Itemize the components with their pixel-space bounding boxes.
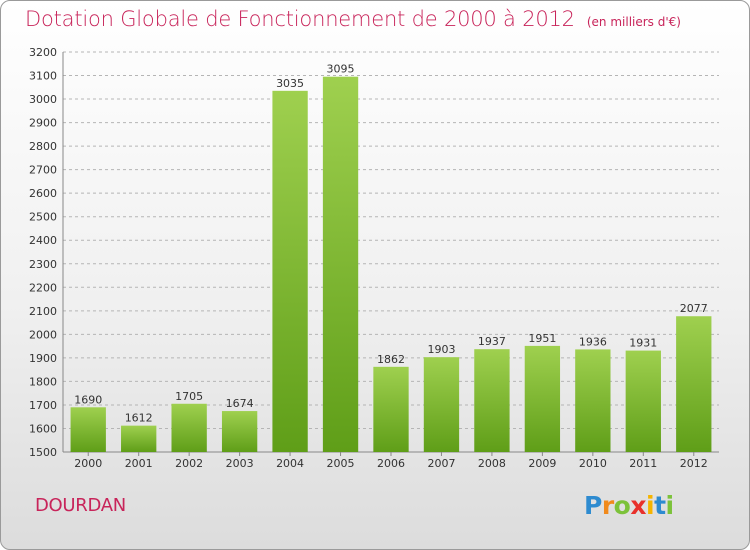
y-tick-label: 2300 [29,258,57,271]
bar-2003 [221,411,258,452]
bar-2005 [322,76,359,453]
y-tick-label: 2200 [29,281,57,294]
logo-letter: P [584,491,602,520]
y-tick-label: 1800 [29,375,57,388]
x-tick-label: 2008 [478,457,506,470]
y-tick-label: 1500 [29,446,57,459]
value-label: 1931 [629,337,657,350]
label-layer: 1500 1600 1700 1800 1900 2000 2100 2200 2300 2400… [29,46,708,470]
logo-letter: o [613,491,631,520]
bar-2010 [575,349,611,452]
bar-2007 [423,357,460,452]
y-tick-label: 3100 [29,70,57,83]
value-label: 1862 [377,353,405,366]
value-label: 1674 [226,397,254,410]
x-tick-label: 2004 [276,457,304,470]
bar-2001 [121,425,157,452]
unit-text: (en milliers d'€) [586,15,681,29]
y-tick-label: 2800 [29,140,57,153]
x-tick-label: 2011 [629,457,657,470]
value-label: 1936 [579,335,607,348]
x-tick-label: 2010 [579,457,607,470]
value-label: 1690 [74,393,102,406]
x-tick-label: 2003 [226,457,254,470]
bar-2004 [272,90,308,452]
value-label: 1612 [125,412,153,425]
x-tick-label: 2006 [377,457,405,470]
y-tick-label: 2900 [29,117,57,130]
y-tick-label: 3000 [29,93,57,106]
logo-letter: r [601,491,614,520]
x-tick-label: 2009 [528,457,556,470]
bar-2011 [625,350,661,452]
bar-2012 [676,316,712,452]
bar-2008 [474,349,510,452]
value-label: 3095 [327,63,355,76]
logo-letter: i [665,491,675,520]
title-text: Dotation Globale de Fonctionnement de 20… [25,7,575,31]
bar-layer [70,76,712,453]
x-tick-label: 2007 [427,457,455,470]
bar-2000 [70,407,106,452]
y-tick-label: 2400 [29,234,57,247]
value-label: 3035 [276,77,304,90]
y-tick-label: 2500 [29,211,57,224]
y-tick-label: 2000 [29,328,57,341]
x-tick-label: 2012 [680,457,708,470]
y-tick-label: 2700 [29,164,57,177]
y-tick-label: 2600 [29,187,57,200]
y-tick-label: 3200 [29,46,57,59]
x-tick-label: 2002 [175,457,203,470]
y-tick-label: 1700 [29,399,57,412]
logo-letter: t [654,491,666,520]
town-name: DOURDAN [35,495,126,516]
bar-2002 [171,403,207,452]
x-tick-label: 2000 [74,457,102,470]
y-tick-label: 2100 [29,305,57,318]
x-tick-label: 2001 [125,457,153,470]
y-tick-label: 1600 [29,422,57,435]
y-tick-label: 1900 [29,352,57,365]
bar-2006 [373,366,409,452]
value-label: 1903 [427,343,455,356]
logo-letter: x [630,491,646,520]
proxiti-logo: Proxiti [584,491,674,520]
bar-2009 [524,345,561,452]
chart-title: Dotation Globale de Fonctionnement de 20… [25,7,681,31]
value-label: 2077 [680,302,708,315]
logo-letter: i [646,491,655,520]
value-label: 1705 [175,390,203,403]
value-label: 1937 [478,335,506,348]
x-tick-label: 2005 [327,457,355,470]
value-label: 1951 [528,332,556,345]
